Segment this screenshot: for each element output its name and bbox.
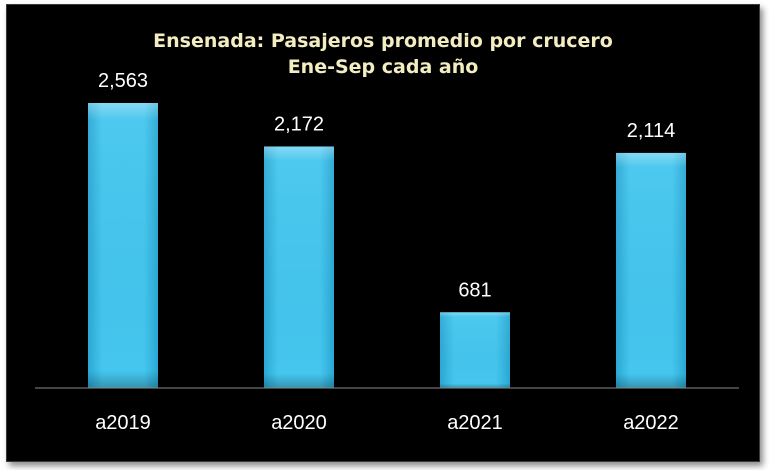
- x-tick-label-a2020: a2020: [271, 412, 327, 434]
- x-tick-label-a2021: a2021: [447, 412, 503, 434]
- x-tick-label-a2019: a2019: [95, 412, 151, 434]
- chart-title: Ensenada: Pasajeros promedio por crucero: [153, 30, 613, 52]
- bar-shine-a2019: [88, 103, 158, 388]
- bar-shine-a2022: [616, 152, 686, 388]
- bar-chart: Ensenada: Pasajeros promedio por crucero…: [35, 30, 739, 434]
- x-tick-label-a2022: a2022: [623, 412, 679, 434]
- data-label-a2022: 2,114: [627, 120, 676, 142]
- data-label-a2020: 2,172: [274, 113, 324, 135]
- data-label-a2021: 681: [458, 279, 491, 301]
- data-label-a2019: 2,563: [98, 70, 148, 92]
- chart-subtitle: Ene-Sep cada año: [288, 56, 479, 78]
- chart-frame: Ensenada: Pasajeros promedio por crucero…: [6, 4, 760, 462]
- bar-shine-a2020: [264, 146, 334, 388]
- bar-shine-a2021: [440, 312, 510, 388]
